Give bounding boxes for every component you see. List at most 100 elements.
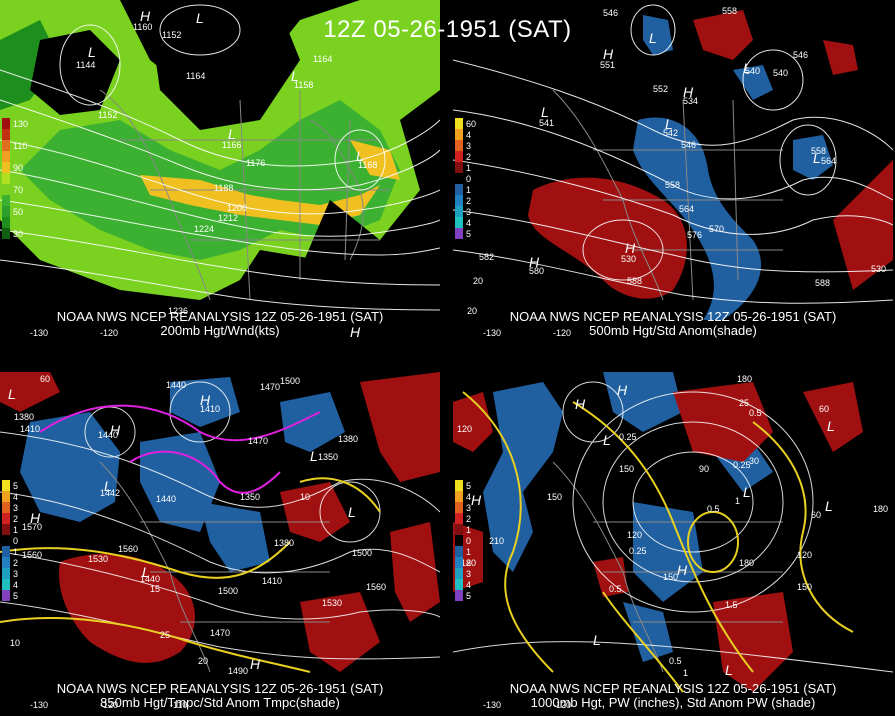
contour-label: 1560	[366, 582, 387, 592]
contour-label: 551	[600, 60, 616, 70]
lon-label: -130	[30, 328, 49, 338]
contour-label: 570	[709, 224, 725, 234]
contour-label: 1188	[214, 183, 234, 193]
contour-label: 1380	[14, 412, 35, 422]
panel-200mb: 130 110 90 70 50 30 -130 -120 H 1160 L 1…	[0, 0, 440, 340]
low-marker: L	[593, 632, 601, 648]
lon-label: -130	[483, 700, 502, 710]
contour-label: 90	[699, 464, 710, 474]
contour-label: 546	[793, 50, 809, 60]
panel-500mb: 60 4 3 2 1 0 1 2 3 4 5 -130 -120 546 558…	[453, 0, 893, 340]
high-marker: H	[250, 656, 261, 672]
contour-label: 20	[467, 306, 478, 316]
panel-subcaption: 200mb Hgt/Wnd(kts)	[160, 323, 280, 338]
contour-label: 552	[653, 84, 669, 94]
contour-label: 530	[871, 264, 887, 274]
panel-caption: NOAA NWS NCEP REANALYSIS 12Z 05-26-1951 …	[509, 309, 837, 324]
low-marker: L	[310, 448, 318, 464]
contour-label: 180	[461, 558, 477, 568]
high-marker: H	[617, 382, 628, 398]
contour-label: 1176	[246, 158, 266, 168]
contour-label: 60	[819, 404, 830, 414]
panel-850mb: 5 4 3 2 1 0 1 2 3 4 5 60 1440 1470 1500 …	[0, 372, 440, 712]
contour-label: 1	[735, 496, 741, 506]
contour-label: 1570	[22, 522, 43, 532]
high-marker: H	[200, 392, 211, 408]
lon-label: -120	[553, 328, 572, 338]
contour-label: 15	[150, 584, 161, 594]
contour-label: 1	[683, 668, 689, 678]
contour-label: 1440	[140, 574, 161, 584]
scale-500mb: 60 4 3 2 1 0 1 2 3 4 5	[455, 118, 485, 239]
panel-caption: NOAA NWS NCEP REANALYSIS 12Z 05-26-1951 …	[56, 681, 384, 696]
main-title: 12Z 05-26-1951 (SAT)	[323, 16, 572, 43]
contour-label: 120	[627, 530, 643, 540]
contour-label: 1236	[168, 306, 189, 316]
contour-label: 1470	[260, 382, 281, 392]
contour-label: 582	[479, 252, 495, 262]
contour-label: 558	[811, 146, 827, 156]
low-marker: L	[291, 68, 299, 84]
contour-label: 0.5	[749, 408, 762, 418]
contour-label: 1164	[313, 54, 333, 64]
low-marker: L	[196, 10, 204, 26]
contour-label: 1410	[20, 424, 41, 434]
scale-850mb: 5 4 3 2 1 0 1 2 3 4 5	[2, 480, 32, 601]
low-marker: L	[825, 498, 833, 514]
contour-label: 10	[300, 492, 311, 502]
contour-label: 576	[687, 230, 703, 240]
contour-label: 558	[665, 180, 681, 190]
contour-label: 1350	[240, 492, 261, 502]
low-marker: L	[743, 60, 751, 76]
contour-label: 25	[739, 398, 750, 408]
contour-label: 30	[749, 456, 760, 466]
panel-caption: NOAA NWS NCEP REANALYSIS 12Z 05-26-1951 …	[509, 681, 837, 696]
high-marker: H	[677, 562, 688, 578]
contour-label: 1490	[228, 666, 249, 676]
lon-label: -120	[100, 328, 119, 338]
contour-label: 1470	[248, 436, 269, 446]
high-marker: H	[30, 510, 41, 526]
contour-label: 540	[773, 68, 789, 78]
scale-200mb: 130 110 90 70 50 30	[2, 118, 32, 239]
contour-label: 542	[663, 128, 679, 138]
high-marker: H	[110, 422, 121, 438]
contour-label: 1500	[218, 586, 239, 596]
low-marker: L	[356, 148, 364, 164]
contour-label: 1470	[210, 628, 231, 638]
contour-label: 1530	[322, 598, 343, 608]
contour-label: 541	[539, 118, 555, 128]
scale-1000mb: 5 4 3 2 1 0 1 2 3 4 5	[455, 480, 485, 601]
low-marker: L	[603, 432, 611, 448]
low-marker: L	[228, 126, 236, 142]
contour-label: 20	[198, 656, 209, 666]
high-marker: H	[683, 84, 694, 100]
anomaly-negative-trough	[633, 117, 762, 320]
contour-label: 150	[797, 582, 813, 592]
contour-label: 1152	[162, 30, 182, 40]
contour-label: 1350	[318, 452, 339, 462]
contour-label: 1380	[274, 538, 295, 548]
contour-label: 0.5	[609, 584, 622, 594]
panel-subcaption: 1000mb Hgt, PW (inches), Std Anom PW (sh…	[530, 695, 816, 710]
contour-label: 25	[160, 630, 171, 640]
contour-label: 1224	[194, 224, 215, 234]
contour-label: 0.25	[619, 432, 637, 442]
contour-label: 588	[627, 276, 643, 286]
contour-label: 1200	[227, 203, 248, 213]
contour-label: 1500	[352, 548, 373, 558]
high-marker: H	[625, 240, 636, 256]
contour-label: 20	[473, 276, 484, 286]
high-marker: H	[471, 492, 482, 508]
contour-label: 120	[797, 550, 813, 560]
contour-label: 0.5	[669, 656, 682, 666]
contour-label: 1442	[100, 488, 121, 498]
contour-label: 1440	[98, 430, 119, 440]
contour-label: 546	[681, 140, 697, 150]
panel-1000mb: 5 4 3 2 1 0 1 2 3 4 5 180 25 0.5 60 120 …	[453, 372, 893, 712]
low-marker: L	[142, 564, 150, 580]
lon-label: -110	[170, 700, 188, 710]
contour-label: 558	[722, 6, 738, 16]
contour-label: 588	[815, 278, 831, 288]
contour-label: 150	[547, 492, 563, 502]
